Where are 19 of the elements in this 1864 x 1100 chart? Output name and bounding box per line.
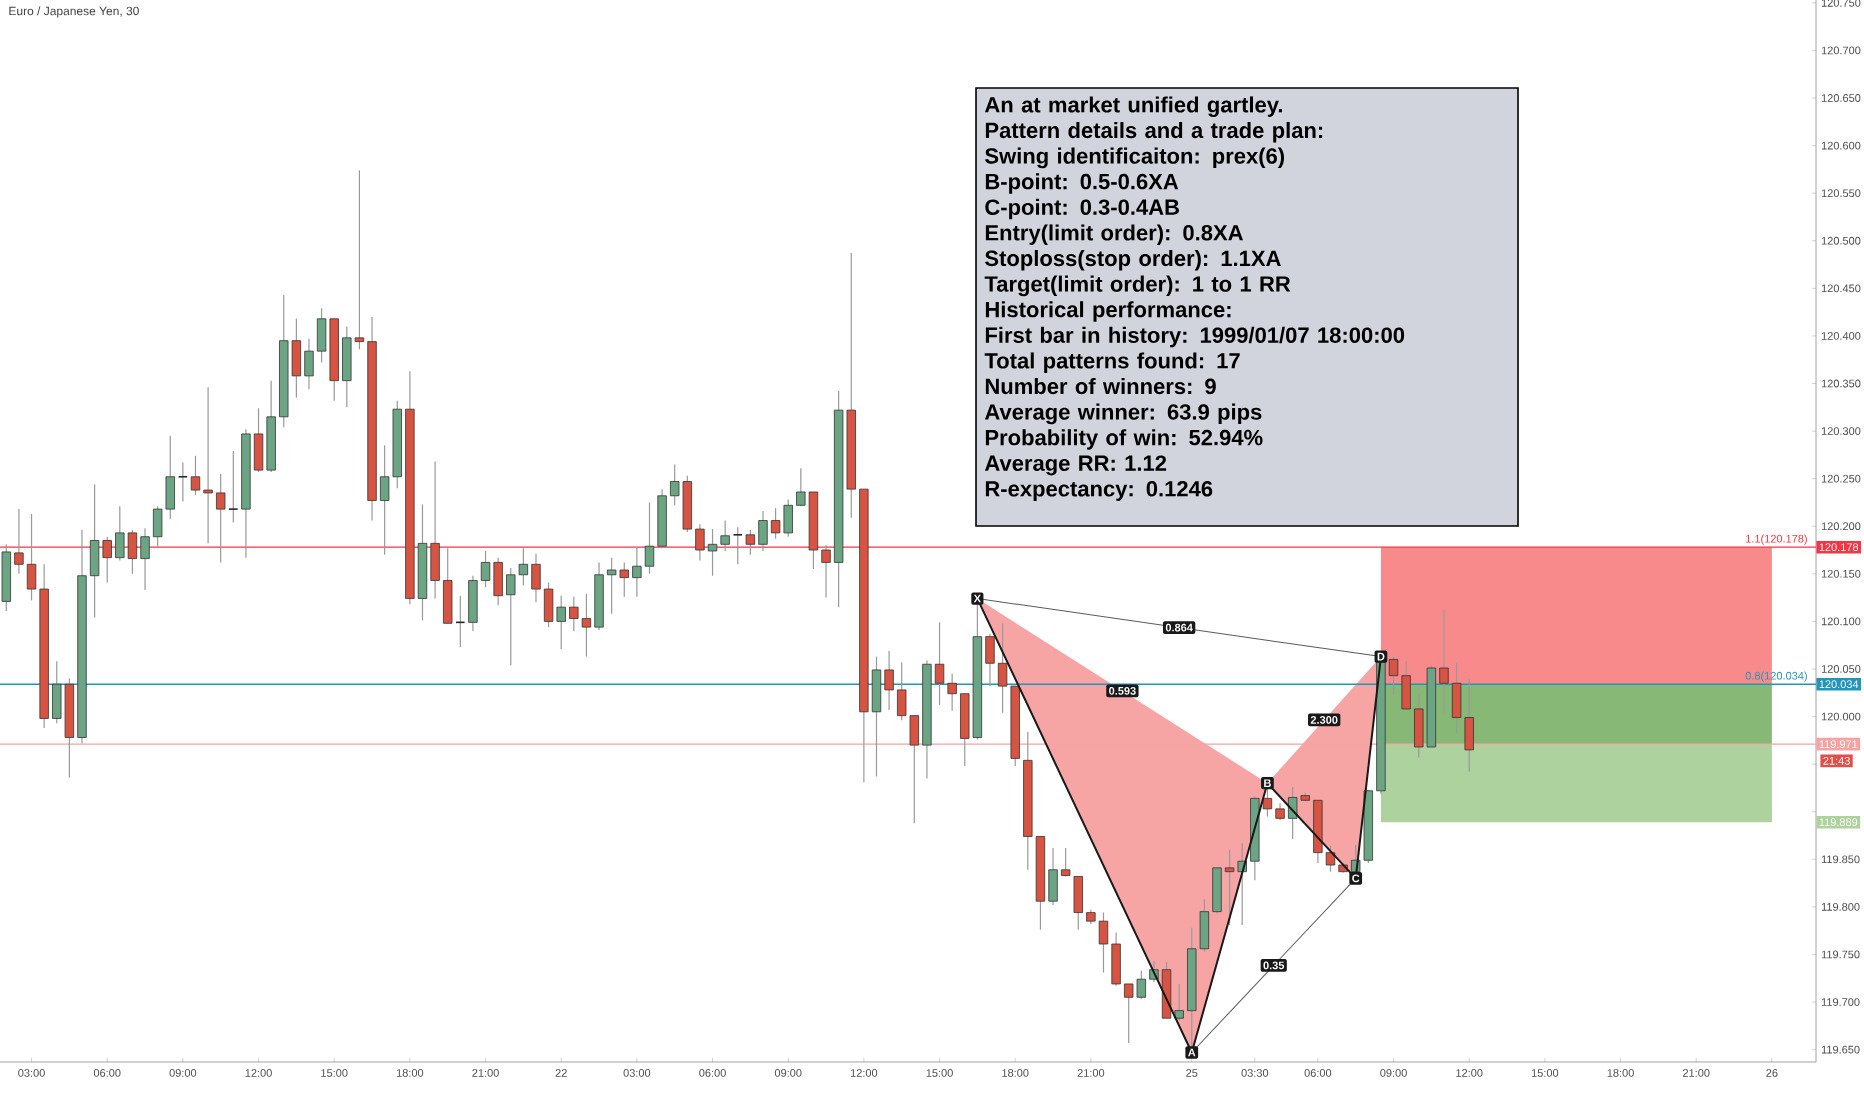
annotation: C-point: 0.3-0.4AB xyxy=(985,198,1179,220)
annotation: R-expectancy: 0.1246 xyxy=(985,481,1213,501)
annotation: Average winner: 63.9 pips xyxy=(984,403,1262,425)
candlestick xyxy=(177,461,188,503)
candlestick xyxy=(228,450,239,524)
annotation: Stoploss(stop order): 1.1XA xyxy=(985,250,1281,271)
annotation: Swing identificaiton: prex(6) xyxy=(985,147,1285,169)
candlestick xyxy=(732,526,743,565)
annotation: Historical performance: xyxy=(985,301,1231,322)
annotation: B-point: 0.5-0.6XA xyxy=(985,173,1179,194)
annotation: An at market unified gartley. xyxy=(984,96,1282,118)
annotation: Number of winners: 9 xyxy=(985,378,1216,395)
annotation: Target(limit order): 1 to 1 RR xyxy=(984,275,1291,297)
annotation: Probability of win: 52.94% xyxy=(985,429,1263,450)
annotation: First bar in history: 1999/01/07 18:00:00 xyxy=(985,326,1405,348)
annotation: Average RR: 1.12 xyxy=(984,455,1167,476)
annotation: Total patterns found: 17 xyxy=(984,352,1240,373)
annotation: Entry(limit order): 0.8XA xyxy=(985,224,1243,245)
annotation: Pattern details and a trade plan: xyxy=(985,122,1323,143)
